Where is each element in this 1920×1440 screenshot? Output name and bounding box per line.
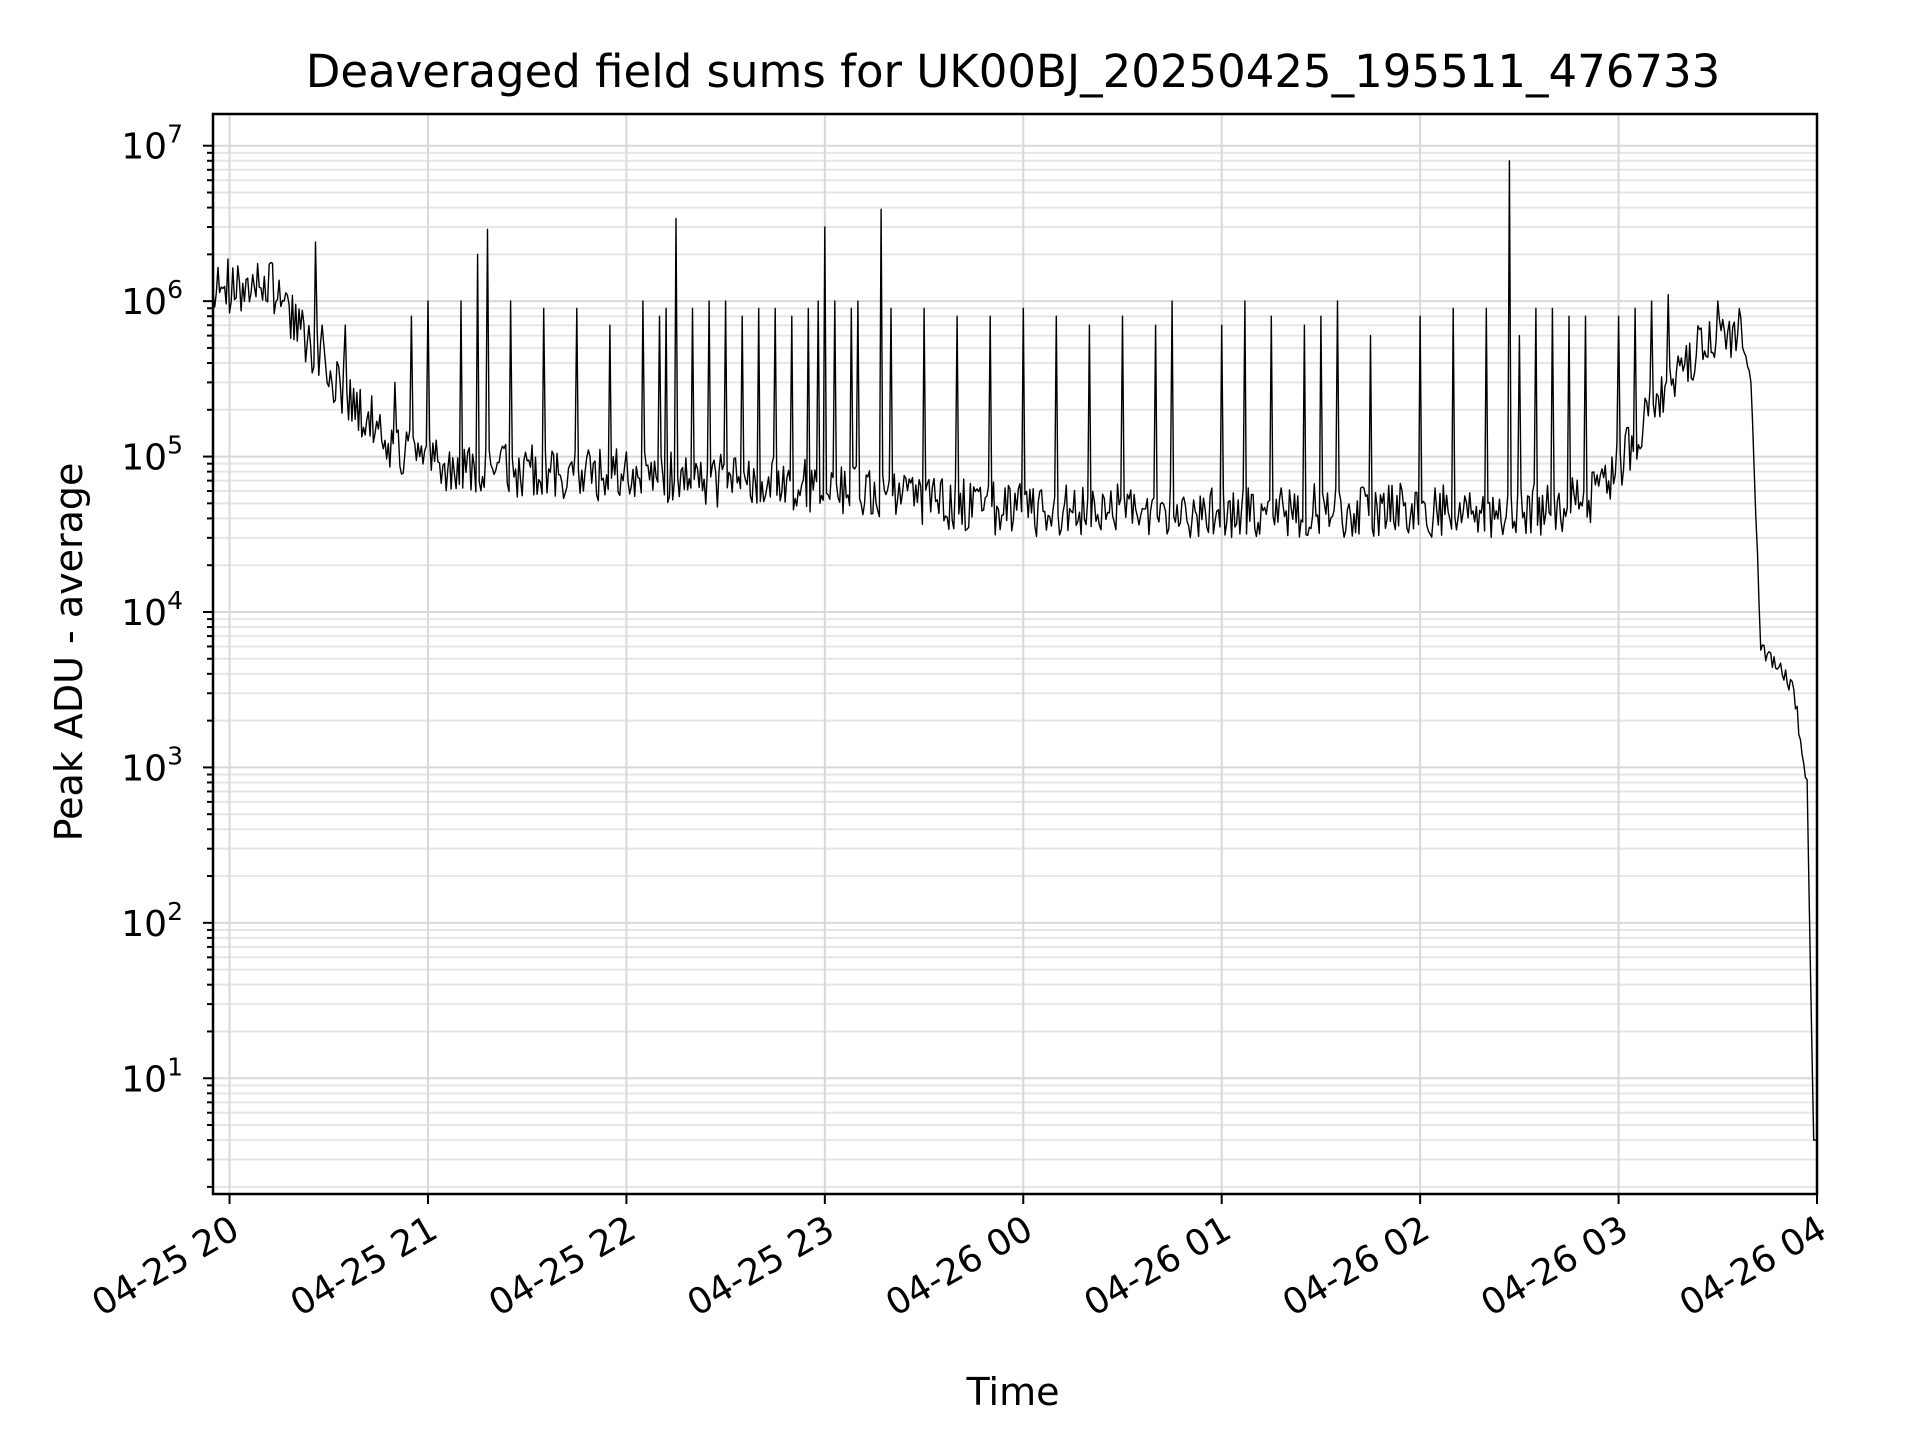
y-tick-base: 10 (121, 127, 167, 168)
y-tick-base: 10 (121, 282, 167, 323)
y-tick-base: 10 (121, 593, 167, 634)
y-tick-exponent: 1 (167, 1052, 183, 1081)
x-tick-label: 04-25 21 (284, 1208, 445, 1324)
y-tick-label: 107 (121, 120, 183, 168)
y-tick-label: 105 (121, 431, 183, 479)
plot-frame (211, 112, 1819, 1196)
y-axis-label: Peak ADU - average (47, 463, 91, 842)
x-tick-label: 04-26 00 (879, 1208, 1040, 1324)
x-tick-label: 04-25 20 (85, 1208, 246, 1324)
y-tick-exponent: 4 (167, 586, 183, 615)
y-tick-exponent: 5 (167, 431, 183, 460)
x-tick-label: 04-26 01 (1078, 1208, 1239, 1324)
y-tick-exponent: 2 (167, 897, 183, 926)
x-tick-label: 04-26 04 (1673, 1208, 1834, 1324)
y-tick-base: 10 (121, 904, 167, 945)
x-tick-label: 04-26 02 (1276, 1208, 1437, 1324)
plot-layer (212, 160, 1817, 1141)
x-axis-label: Time (966, 1370, 1060, 1414)
y-tick-base: 10 (121, 1059, 167, 1100)
y-tick-label: 101 (121, 1052, 183, 1100)
y-tick-exponent: 3 (167, 741, 183, 770)
y-tick-label: 102 (121, 897, 183, 945)
series-line (212, 160, 1817, 1141)
y-tick-base: 10 (121, 748, 167, 789)
y-tick-label: 104 (121, 586, 183, 634)
y-tick-exponent: 6 (167, 275, 183, 304)
y-tick-label: 103 (121, 741, 183, 789)
y-tick-label: 106 (121, 275, 183, 323)
x-tick-label: 04-25 23 (681, 1208, 842, 1324)
y-tick-base: 10 (121, 438, 167, 479)
y-tick-exponent: 7 (167, 120, 183, 149)
x-tick-label: 04-26 03 (1474, 1208, 1635, 1324)
grid-layer (213, 114, 1818, 1194)
chart-title: Deaveraged field sums for UK00BJ_2025042… (306, 45, 1721, 98)
x-tick-label: 04-25 22 (482, 1208, 643, 1324)
